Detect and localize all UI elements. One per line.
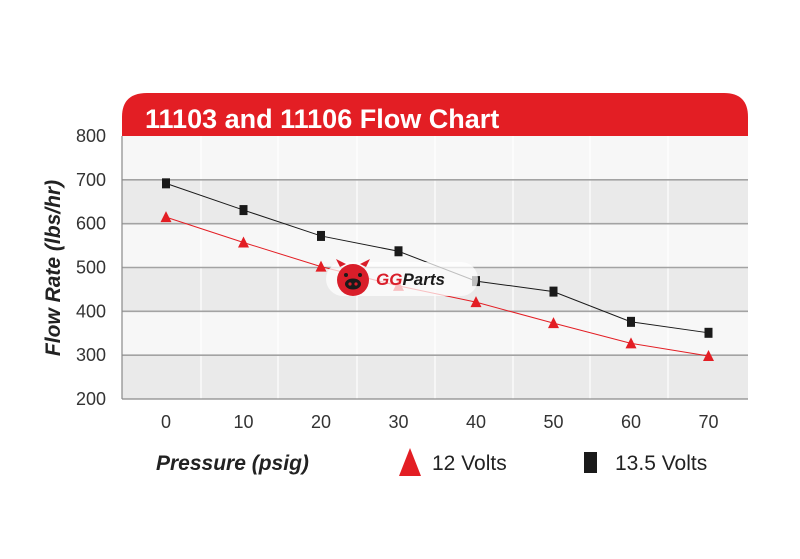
pig-logo-icon [336,259,370,296]
data-point-12v [703,350,714,362]
svg-text:GGParts: GGParts [376,270,445,289]
watermark-brand-parts: Parts [402,270,445,289]
data-point-135v [704,327,713,338]
data-point-135v [627,316,635,327]
x-tick-label: 70 [698,412,718,432]
data-point-12v [160,211,172,223]
data-point-135v [394,246,403,257]
ggparts-watermark: GGParts [326,259,478,296]
data-point-135v [549,286,558,297]
data-point-12v [548,317,559,329]
watermark-brand-gg: GG [376,270,402,289]
x-tick-label: 30 [388,412,408,432]
y-tick-label: 700 [76,170,106,190]
y-tick-label: 200 [76,389,106,409]
legend-label-135v: 13.5 Volts [615,452,707,475]
x-tick-label: 60 [621,412,641,432]
legend: 12 Volts 13.5 Volts [399,448,707,476]
x-tick-label: 20 [311,412,331,432]
data-point-12v [470,296,482,308]
y-tick-label: 600 [76,214,106,234]
data-point-135v [317,230,325,241]
x-tick-label: 10 [233,412,253,432]
x-axis-title: Pressure (psig) [156,452,309,475]
y-tick-label: 500 [76,258,106,278]
y-tick-label: 300 [76,345,106,365]
legend-marker-12v [399,448,421,476]
x-tick-labels: 0 10 20 30 40 50 60 70 [161,412,719,432]
data-point-12v [315,260,327,272]
legend-marker-135v [584,452,597,473]
y-tick-label: 400 [76,301,106,321]
data-point-135v [162,178,170,189]
chart-title: 11103 and 11106 Flow Chart [145,104,499,134]
data-point-12v [238,236,249,248]
x-tick-label: 0 [161,412,171,432]
y-tick-label: 800 [76,126,106,146]
x-tick-label: 40 [466,412,486,432]
x-tick-label: 50 [543,412,563,432]
data-point-12v [625,337,637,349]
y-axis-title: Flow Rate (lbs/hr) [42,180,65,356]
y-tick-labels: 200 300 400 500 600 700 800 [76,126,106,409]
legend-label-12v: 12 Volts [432,452,507,475]
data-point-135v [239,205,248,216]
title-banner [122,93,748,136]
